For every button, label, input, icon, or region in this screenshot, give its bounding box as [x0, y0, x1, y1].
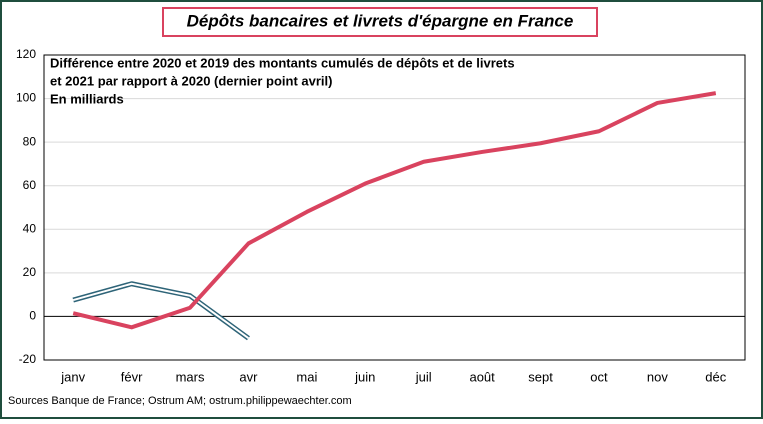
series-line: [72, 91, 717, 330]
x-tick-label: sept: [528, 369, 553, 384]
series-line-inner: [72, 282, 250, 340]
x-tick-label: déc: [705, 369, 726, 384]
title-box: [162, 7, 598, 37]
plot: -20 0 20 40 60 80 100 120 janv févr mars avr mai juin…: [16, 47, 746, 384]
source: Sources Banque de France; Ostrum AM; ost…: [8, 395, 352, 407]
x-tick-label: nov: [647, 369, 668, 384]
x-tick-label: mai: [296, 369, 317, 384]
y-tick-label: 0: [29, 309, 36, 323]
plot-frame: [43, 54, 746, 361]
subtitle: Différence entre 2020 et 2019 des montan…: [50, 55, 515, 70]
x-tick-label: août: [469, 369, 495, 384]
y-tick-label: 60: [23, 178, 37, 192]
x-tick-label: juil: [415, 369, 432, 384]
subtitle: et 2021 par rapport à 2020 (dernier poin…: [50, 73, 333, 88]
x-tick-label: juin: [354, 369, 375, 384]
y-tick-label: 20: [23, 265, 37, 279]
chart-title: Dépôts bancaires et livrets d'épargne en…: [187, 11, 574, 30]
plot-area: [44, 55, 745, 360]
y-tick-label: 100: [16, 91, 36, 105]
subtitle: En milliards: [50, 91, 124, 106]
x-tick-label: janv: [60, 369, 85, 384]
x-tick-label: févr: [121, 369, 143, 384]
x-tick-label: avr: [239, 369, 258, 384]
y-tick-label: 80: [23, 134, 37, 148]
x-tick-label: mars: [176, 369, 205, 384]
y-tick-label: 120: [16, 47, 36, 61]
y-tick-label: -20: [19, 352, 37, 366]
x-tick-label: oct: [590, 369, 608, 384]
y-tick-label: 40: [23, 221, 37, 235]
